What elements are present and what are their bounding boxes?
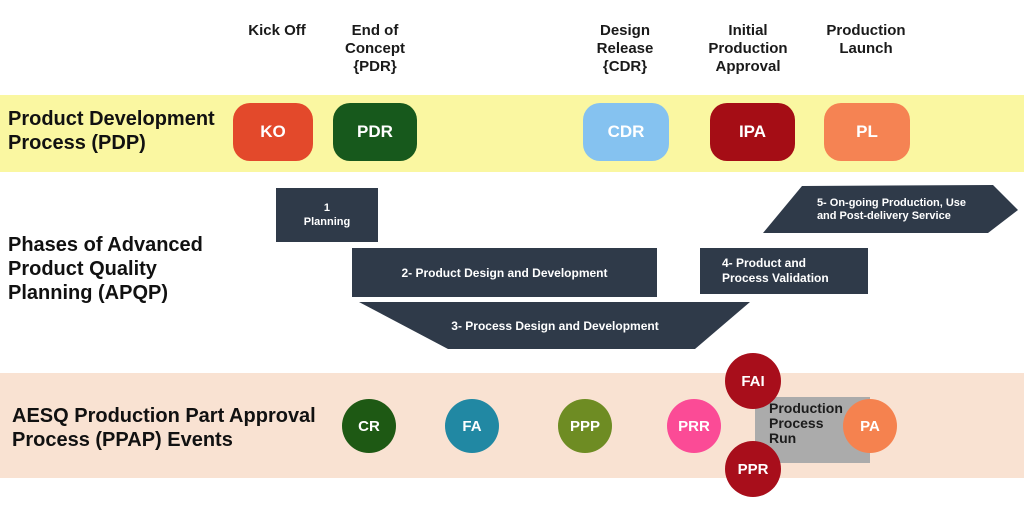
header-initial-production-approval: Initial Production Approval: [708, 22, 788, 75]
ppap-event-pa: PA: [843, 399, 897, 453]
apqp-phase-4-validation: 4- Product and Process Validation: [700, 248, 868, 294]
ppap-event-prr: PRR: [667, 399, 721, 453]
apqp-phase-1-planning: 1 Planning: [276, 188, 378, 242]
ppap-event-fai: FAI: [725, 353, 781, 409]
apqp-phase-5-ongoing-production: 5- On-going Production, Use and Post-del…: [763, 185, 1020, 234]
ppap-row-label: AESQ Production Part Approval Process (P…: [12, 405, 316, 451]
apqp-phase-3-process-design: 3- Process Design and Development: [359, 302, 751, 349]
header-design-release-cdr: Design Release {CDR}: [596, 22, 654, 75]
milestone-badge-pl: PL: [824, 103, 910, 161]
ppap-event-ppr: PPR: [725, 441, 781, 497]
ppap-event-cr: CR: [342, 399, 396, 453]
apqp-row-label: Phases of Advanced Product Quality Plann…: [8, 234, 203, 304]
header-kick-off: Kick Off: [248, 22, 306, 39]
apqp-phase-2-product-design: 2- Product Design and Development: [352, 248, 657, 297]
ppap-event-fa: FA: [445, 399, 499, 453]
milestone-badge-ipa: IPA: [710, 103, 795, 161]
header-end-of-concept-pdr: End of Concept {PDR}: [345, 22, 405, 75]
milestone-badge-cdr: CDR: [583, 103, 669, 161]
phase-3-label: 3- Process Design and Development: [451, 318, 659, 333]
milestone-badge-pdr: PDR: [333, 103, 417, 161]
ppap-event-ppp: PPP: [558, 399, 612, 453]
pdp-row-label: Product Development Process (PDP): [8, 108, 215, 154]
header-production-launch: Production Launch: [826, 22, 906, 57]
phase-5-label: 5- On-going Production, Use and Post-del…: [816, 196, 967, 222]
phase-3-trapezoid-shape: [359, 302, 750, 349]
milestone-badge-ko: KO: [233, 103, 313, 161]
phase-5-arrow-shape: [763, 185, 1018, 233]
